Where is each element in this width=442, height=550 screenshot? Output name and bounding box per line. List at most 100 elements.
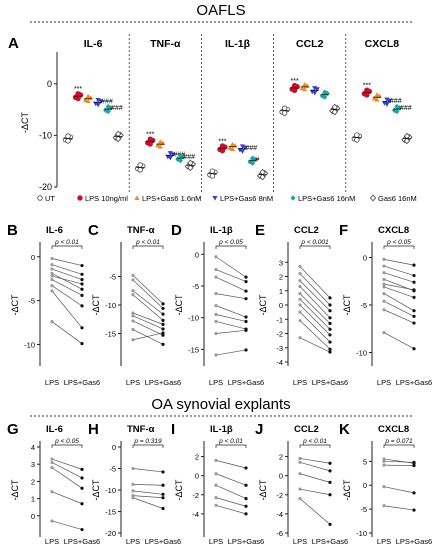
data-point [302, 81, 308, 87]
pair-line [383, 505, 415, 511]
pair-line [132, 332, 164, 341]
lps-point [214, 319, 218, 324]
gas6-point [161, 506, 165, 511]
lps-point [298, 460, 302, 464]
panel-letter-k: K [339, 421, 350, 438]
data-point [229, 141, 236, 147]
gas6-point [244, 289, 248, 293]
y-tick-label: 0 [279, 472, 283, 481]
data-point [249, 160, 256, 166]
lps-point [131, 482, 135, 487]
lps-point [214, 353, 218, 357]
data-point [374, 97, 380, 102]
pair-line [383, 265, 415, 276]
legend-label: UT [45, 194, 55, 203]
panel-b: B IL-6 -ΔCT 0 -5 -10 LPS LPS+Gas6 p < 0.01 [7, 222, 100, 387]
y-tick-label: -10 [24, 340, 35, 349]
y-tick-label: -10 [105, 486, 116, 495]
pair-line [215, 256, 247, 278]
lps-point [50, 466, 54, 470]
gas6-point [244, 315, 248, 319]
gas6-point [161, 306, 165, 311]
gas6-point [80, 326, 84, 330]
pair-line [299, 337, 331, 353]
y-tick-label: 1 [279, 287, 283, 296]
x-tick-label: LPS+Gas6 [228, 537, 264, 546]
pair-line [215, 484, 247, 499]
pair-line [383, 458, 415, 464]
y-tick-label: -3 [276, 344, 283, 353]
section-title-oafls: OAFLS [196, 2, 245, 19]
p-value-label: p < 0.05 [54, 438, 79, 445]
y-axis-label: -ΔCT [174, 479, 184, 501]
y-tick-label: 2 [195, 453, 199, 462]
pair-line [299, 458, 331, 464]
y-tick-label: -5 [360, 505, 367, 514]
lps-point [131, 489, 135, 493]
lps-point [214, 292, 218, 296]
panel-f: F CXCL8 -ΔCT 0 -5 -10 LPS LPS+Gas6 p < 0.05 [339, 222, 432, 387]
gas6-point [328, 340, 332, 344]
panel-letter-j: J [255, 421, 263, 438]
pair-line [215, 329, 247, 334]
data-point [115, 135, 122, 143]
x-tick-label: LPS+Gas6 [396, 537, 432, 546]
y-tick-label: -10 [105, 301, 116, 310]
gas6-point [328, 493, 332, 497]
y-tick-label: -5 [28, 297, 35, 306]
data-point [364, 92, 370, 98]
lps-point [382, 485, 386, 489]
panel-title: CXCL8 [378, 225, 409, 236]
data-point [302, 86, 308, 92]
pair-line [383, 293, 415, 312]
data-point [322, 94, 328, 100]
pair-line [299, 498, 331, 525]
p-value-label: p < 0.05 [218, 239, 243, 246]
pair-line [215, 321, 247, 330]
pair-line [215, 497, 247, 507]
pair-line [51, 264, 83, 275]
x-tick-label: LPS [209, 378, 223, 387]
significance-label: ### [390, 98, 402, 105]
lps-point [131, 273, 135, 277]
gas6-point [80, 527, 84, 532]
pair-line [299, 273, 331, 306]
pair-line [132, 275, 164, 305]
gas6-point [161, 327, 165, 331]
legend-marker [290, 195, 296, 201]
data-point [403, 137, 411, 145]
gas6-point [412, 347, 416, 351]
data-point [187, 164, 194, 172]
pair-line [299, 266, 331, 299]
gas6-point [80, 263, 84, 268]
lps-point [382, 457, 386, 461]
lps-point [298, 487, 302, 491]
lps-point [50, 277, 54, 282]
x-tick-label: LPS+Gas6 [64, 537, 100, 546]
panel-letter-i: I [171, 421, 175, 438]
panel-e: E CCL2 -ΔCT 3 2 1 0 -1 -2 -3 -4 LPS LPS+Gas6 p < 0.00… [255, 222, 348, 387]
gas6-point [80, 502, 84, 506]
pair-line [383, 283, 415, 291]
lps-point [298, 284, 302, 289]
lps-point [214, 458, 218, 462]
pair-line [215, 349, 247, 356]
lps-point [50, 256, 54, 261]
y-tick-label: -5 [109, 465, 116, 474]
y-tick-label: 0 [112, 443, 116, 452]
panel-letter-g: G [7, 421, 19, 438]
p-value-label: p = 0.319 [133, 438, 162, 445]
significance-bracket [299, 444, 331, 448]
gas6-point [161, 496, 165, 500]
pair-line [132, 495, 164, 499]
lps-point [298, 279, 302, 283]
lps-point [214, 331, 218, 336]
pair-line [132, 484, 164, 486]
y-tick-label: 1 [31, 495, 35, 504]
section-header-top: OAFLS [30, 2, 412, 23]
pair-line [132, 468, 164, 473]
lps-point [382, 308, 386, 312]
significance-bracket [132, 245, 164, 249]
